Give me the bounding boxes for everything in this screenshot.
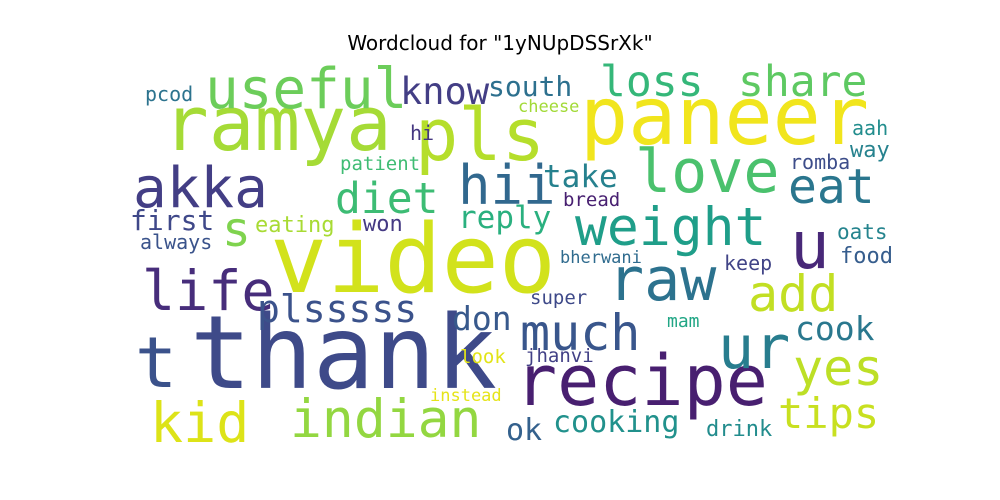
word-way: way: [850, 138, 890, 163]
word-pcod: pcod: [145, 82, 193, 106]
word-jhanvi: jhanvi: [525, 345, 594, 367]
word-ok: ok: [506, 413, 542, 448]
word-akka: akka: [133, 156, 268, 221]
word-keep: keep: [724, 251, 772, 275]
word-won: won: [363, 212, 403, 237]
word-south: south: [488, 70, 572, 103]
word-cook: cook: [795, 309, 875, 348]
word-much: much: [520, 304, 640, 362]
word-drink: drink: [706, 417, 772, 442]
word-always: always: [140, 230, 212, 254]
word-food: food: [840, 244, 893, 269]
word-super: super: [530, 287, 587, 309]
word-bread: bread: [563, 189, 620, 211]
word-recipe: recipe: [515, 340, 768, 422]
word-life: life: [142, 259, 274, 323]
word-raw: raw: [608, 245, 717, 315]
word-weight: weight: [575, 197, 766, 258]
word-take: take: [543, 159, 618, 195]
word-love: love: [635, 137, 780, 207]
word-aah: aah: [852, 116, 888, 140]
word-yes: yes: [793, 339, 883, 397]
word-add: add: [748, 265, 838, 323]
word-ramya: ramya: [163, 79, 392, 168]
word-ur: ur: [718, 313, 790, 383]
word-hi: hi: [410, 121, 434, 145]
word-pls: pls: [415, 93, 545, 177]
word-eating: eating: [255, 213, 334, 238]
word-cooking: cooking: [553, 405, 679, 440]
word-look: look: [460, 346, 506, 368]
word-paneer: paneer: [580, 70, 869, 163]
word-thank: thank: [190, 294, 497, 413]
word-oats: oats: [837, 220, 888, 244]
word-tips: tips: [778, 389, 879, 438]
word-kid: kid: [150, 391, 249, 455]
word-know: know: [400, 70, 490, 113]
word-bherwani: bherwani: [560, 248, 642, 268]
word-reply: reply: [458, 200, 551, 236]
word-loss: loss: [600, 57, 704, 107]
word-share: share: [738, 57, 867, 107]
word-mam: mam: [667, 311, 700, 332]
word-plsssss: plsssss: [257, 287, 417, 331]
word-hii: hii: [458, 154, 556, 217]
word-don: don: [452, 299, 512, 338]
word-useful: useful: [205, 57, 407, 122]
word-romba: romba: [790, 150, 850, 174]
word-s: s: [222, 202, 251, 258]
word-instead: instead: [430, 386, 502, 406]
word-indian: indian: [290, 389, 481, 450]
word-diet: diet: [335, 174, 439, 224]
word-cheese: cheese: [518, 97, 579, 117]
chart-title: Wordcloud for "1yNUpDSSrXk": [347, 31, 653, 55]
word-first: first: [130, 204, 214, 237]
word-u: u: [790, 207, 830, 284]
word-patient: patient: [340, 153, 420, 175]
word-t: t: [135, 322, 177, 404]
word-eat: eat: [788, 159, 875, 215]
word-video: video: [270, 205, 556, 315]
